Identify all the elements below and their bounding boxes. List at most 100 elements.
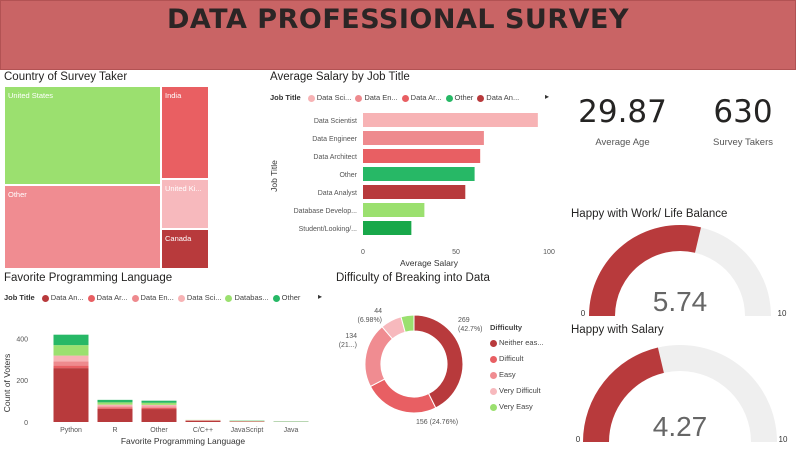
language-bar-segment[interactable]	[141, 400, 177, 403]
legend-label: Data Sci...	[186, 293, 222, 302]
language-bar-segment[interactable]	[53, 368, 89, 422]
language-bar-segment[interactable]	[141, 409, 177, 422]
legend-item[interactable]: Data En...	[131, 293, 174, 302]
legend-dot-icon	[445, 94, 453, 102]
legend-next-arrow-icon[interactable]: ▸	[545, 92, 550, 101]
kpi-average-age-value: 29.87	[578, 94, 667, 130]
donut-data-label: 156 (24.76%)	[416, 419, 458, 426]
difficulty-chart-title: Difficulty of Breaking into Data	[336, 272, 490, 284]
donut-slice[interactable]	[364, 326, 394, 388]
language-bar-segment[interactable]	[97, 406, 133, 408]
salary-category-label: Database Develop...	[294, 208, 357, 215]
gauge-min-label: 0	[576, 435, 581, 444]
gauge-value: 4.27	[653, 411, 708, 442]
treemap-tile-other[interactable]: Other	[4, 185, 161, 269]
salary-x-tick: 100	[543, 249, 555, 256]
language-category-label: C/C++	[193, 427, 213, 434]
treemap-tile-label: Canada	[165, 234, 192, 243]
language-stacked-bar-chart[interactable]: Count of Voters Favorite Programming Lan…	[0, 318, 318, 450]
language-bar-segment[interactable]	[53, 345, 89, 356]
salary-bar[interactable]	[363, 221, 412, 235]
legend-label: Databas...	[234, 293, 269, 302]
treemap-tile-label: United States	[8, 91, 54, 100]
salary-bar[interactable]	[363, 131, 484, 145]
language-bar-segment[interactable]	[97, 408, 133, 422]
legend-item[interactable]: Data Ar...	[87, 293, 128, 302]
gauge-min-label: 0	[581, 309, 586, 318]
donut-data-label: 269	[458, 317, 470, 324]
language-bar-segment[interactable]	[141, 407, 177, 410]
treemap-tile-india[interactable]: India	[161, 86, 209, 179]
language-bar-segment[interactable]	[97, 404, 133, 407]
salary-bar[interactable]	[363, 203, 425, 217]
donut-slice[interactable]	[369, 378, 437, 414]
language-bar-segment[interactable]	[185, 420, 221, 422]
legend-dot-icon	[401, 94, 409, 102]
language-bar-segment[interactable]	[53, 361, 89, 366]
salary-bar[interactable]	[363, 113, 538, 127]
treemap-tile-united-states[interactable]: United States	[4, 86, 161, 185]
legend-label: Neither eas...	[499, 338, 544, 347]
legend-item[interactable]: Data An...	[41, 293, 84, 302]
legend-dot-icon	[177, 294, 185, 302]
legend-label: Data Sci...	[316, 93, 352, 102]
worklife-gauge[interactable]: 5.74 0 10	[575, 218, 790, 320]
legend-label: Data Ar...	[410, 93, 442, 102]
language-bar-segment[interactable]	[141, 406, 177, 408]
salary-category-label: Data Analyst	[318, 190, 357, 197]
legend-dot-icon	[490, 371, 497, 379]
country-treemap[interactable]: United States India Other United Ki... C…	[4, 86, 209, 269]
donut-slice[interactable]	[413, 314, 464, 409]
legend-item[interactable]: Difficult	[490, 351, 544, 367]
legend-item[interactable]: Very Difficult	[490, 383, 544, 399]
donut-slice[interactable]	[400, 314, 415, 333]
salary-gauge-title: Happy with Salary	[571, 324, 664, 336]
language-bar-segment[interactable]	[141, 404, 177, 407]
language-bar-segment[interactable]	[53, 355, 89, 362]
language-category-label: JavaScript	[231, 427, 264, 434]
worklife-gauge-title: Happy with Work/ Life Balance	[571, 208, 728, 220]
treemap-tile-canada[interactable]: Canada	[161, 229, 209, 269]
salary-category-label: Data Engineer	[312, 136, 357, 143]
donut-data-label: (21...)	[339, 342, 357, 349]
legend-item[interactable]: Data En...	[355, 93, 398, 102]
language-category-label: R	[112, 427, 117, 434]
language-bar-segment[interactable]	[97, 399, 133, 403]
salary-bar[interactable]	[363, 149, 481, 163]
language-bar-segment[interactable]	[53, 334, 89, 346]
language-bar-segment[interactable]	[97, 402, 133, 405]
language-bar-segment[interactable]	[53, 365, 89, 369]
salary-bar[interactable]	[363, 167, 475, 181]
treemap-tile-label: India	[165, 91, 182, 100]
legend-title: Job Title	[270, 93, 301, 102]
legend-item[interactable]: Neither eas...	[490, 335, 544, 351]
language-y-tick: 0	[24, 420, 28, 427]
legend-next-arrow-icon[interactable]: ▸	[318, 292, 323, 301]
legend-item[interactable]: Other	[445, 93, 473, 102]
legend-item[interactable]: Databas...	[225, 293, 269, 302]
treemap-tile-united-kingdom[interactable]: United Ki...	[161, 179, 209, 229]
legend-item[interactable]: Data An...	[477, 93, 519, 102]
legend-label: Data En...	[364, 93, 398, 102]
legend-label: Data En...	[140, 293, 174, 302]
legend-item[interactable]: Easy	[490, 367, 544, 383]
legend-label: Difficult	[499, 354, 524, 363]
happy-salary-gauge[interactable]: 4.27 0 10	[575, 334, 790, 446]
difficulty-legend: Difficulty Neither eas... Difficult Easy…	[490, 323, 544, 415]
language-bar-segment[interactable]	[141, 402, 177, 405]
salary-bar-chart[interactable]: Job Title Average Salary Data Scientist D…	[268, 105, 558, 270]
legend-dot-icon	[477, 94, 485, 102]
legend-item[interactable]: Very Easy	[490, 399, 544, 415]
language-bar-segment[interactable]	[97, 407, 133, 409]
page-title: DATA PROFESSIONAL SURVEY	[166, 4, 630, 35]
legend-item[interactable]: Other	[272, 293, 300, 302]
salary-bar[interactable]	[363, 185, 466, 199]
legend-item[interactable]: Data Ar...	[401, 93, 442, 102]
kpi-survey-takers-value: 630	[713, 94, 773, 130]
difficulty-donut-chart[interactable]: 269 (42.7%) 156 (24.76%) 134 (21...) 44 (6.98%…	[330, 300, 490, 440]
legend-item[interactable]: Data Sci...	[307, 93, 352, 102]
salary-y-axis-label: Job Title	[269, 160, 279, 192]
legend-label: Very Easy	[499, 402, 533, 411]
language-x-axis-label: Favorite Programming Language	[121, 436, 246, 446]
legend-item[interactable]: Data Sci...	[177, 293, 222, 302]
